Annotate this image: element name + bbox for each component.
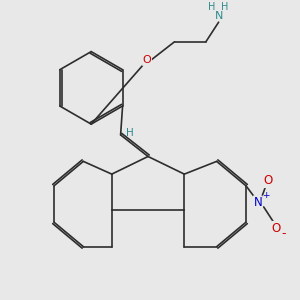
Text: O: O xyxy=(143,56,152,65)
Text: O: O xyxy=(271,221,280,235)
Text: -: - xyxy=(282,227,286,240)
Text: +: + xyxy=(262,191,270,200)
Text: N: N xyxy=(254,196,262,209)
Text: O: O xyxy=(263,175,272,188)
Text: H: H xyxy=(221,2,229,12)
Text: H: H xyxy=(208,2,216,12)
Text: H: H xyxy=(126,128,134,138)
Text: N: N xyxy=(214,11,223,21)
